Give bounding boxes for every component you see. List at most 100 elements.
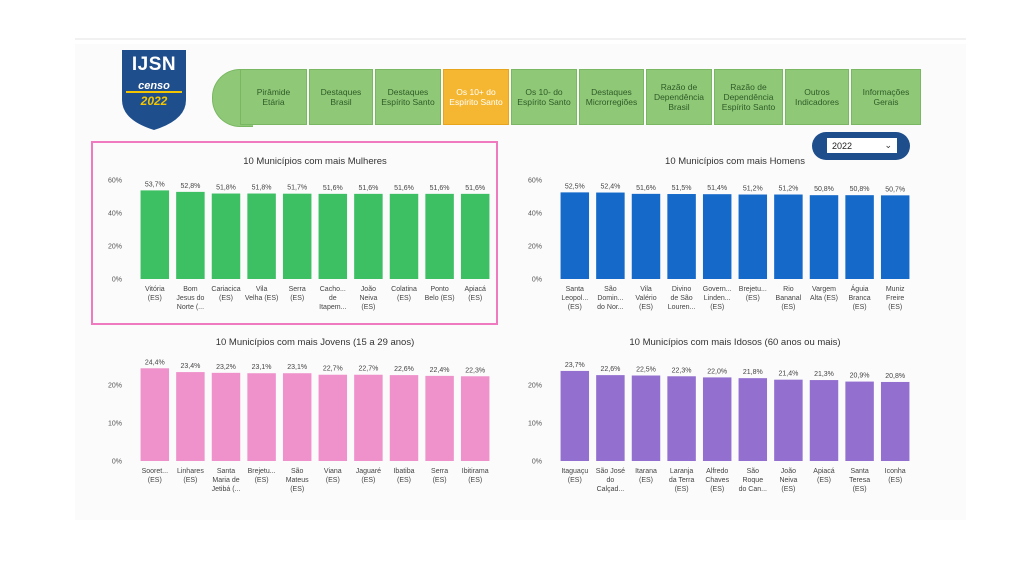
selected-chart-highlight xyxy=(91,141,498,325)
category-label-line: João xyxy=(781,468,796,475)
category-label-line: (ES) xyxy=(219,295,233,302)
bar xyxy=(176,191,205,279)
category-label-line: São xyxy=(291,468,304,475)
category-label: Brejetu... (ES) xyxy=(739,286,767,302)
nav-piramide-etaria[interactable]: Pirâmide Etária xyxy=(240,69,307,125)
nav-destaques-espirito-santo[interactable]: Destaques Espírito Santo xyxy=(375,69,441,125)
y-tick-label: 20% xyxy=(108,244,122,251)
y-tick-label: 0% xyxy=(532,459,542,466)
y-tick-label: 40% xyxy=(108,211,122,218)
category-label-line: (ES) xyxy=(468,295,482,302)
chart-mais-mulheres: 10 Municípios com mais Mulheres 0% 20% 40% 6… xyxy=(95,148,495,323)
category-label-line: Bom xyxy=(183,286,198,293)
category-label: Vila Valério (ES) xyxy=(635,286,656,311)
category-label: Laranja da Terra (ES) xyxy=(669,468,695,493)
chart-mais-homens: 10 Municípios com mais Homens 0% 20% 40% 60%… xyxy=(515,148,915,323)
category-label: João Neiva (ES) xyxy=(779,468,797,493)
category-label: Divino de São Louren... xyxy=(668,286,696,311)
data-label: 50,8% xyxy=(850,186,870,193)
nav-destaques-microrregioes[interactable]: Destaques Microrregiões xyxy=(579,69,644,125)
chart-title: 10 Municípios com mais Jovens (15 a 29 a… xyxy=(216,337,415,348)
category-label-line: Vargem xyxy=(812,286,836,293)
nav-outros-indicadores[interactable]: Outros Indicadores xyxy=(785,69,849,125)
category-label-line: Alfredo xyxy=(706,468,728,475)
category-label-line: Apiacá xyxy=(464,286,486,293)
category-label-line: Mateus xyxy=(286,477,309,484)
data-label: 23,2% xyxy=(216,364,236,371)
category-label-line: (ES) xyxy=(853,304,867,311)
data-label: 22,4% xyxy=(430,367,450,374)
category-label-line: Freire xyxy=(886,295,904,302)
logo-subtitle: censo xyxy=(138,80,170,92)
data-label: 24,4% xyxy=(145,359,165,366)
category-label-line: (ES) xyxy=(817,477,831,484)
logo-title: IJSN xyxy=(131,54,177,75)
category-label-line: (ES) xyxy=(148,477,162,484)
chevron-down-icon: ⌄ xyxy=(884,140,892,150)
bar xyxy=(318,193,348,279)
category-label: Apiacá (ES) xyxy=(464,286,486,302)
y-tick-label: 0% xyxy=(112,277,122,284)
category-label-line: (ES) xyxy=(397,295,411,302)
category-label: Santa Maria de Jetibá (... xyxy=(212,468,241,493)
category-label-line: Vila xyxy=(256,286,268,293)
category-label: Serra (ES) xyxy=(289,286,306,302)
bar xyxy=(354,374,383,461)
category-label-line: Belo (ES) xyxy=(425,295,455,302)
data-label: 22,6% xyxy=(600,366,620,373)
category-label-line: Roque xyxy=(742,477,763,484)
data-label: 22,5% xyxy=(636,367,656,374)
category-label: Govern... Linden... (ES) xyxy=(703,286,732,311)
category-label-line: (ES) xyxy=(888,304,902,311)
bar xyxy=(282,193,312,279)
category-label-line: (ES) xyxy=(361,304,375,311)
category-label-line: Santa xyxy=(850,468,868,475)
bar xyxy=(702,377,732,461)
category-label-line: Viana xyxy=(324,468,342,475)
data-label: 23,1% xyxy=(252,364,272,371)
nav-os-10-mais[interactable]: Os 10+ do Espírito Santo xyxy=(443,69,509,125)
year-dropdown[interactable]: 2022 ⌄ xyxy=(826,137,898,154)
category-label: Ponto Belo (ES) xyxy=(425,286,455,302)
y-tick-label: 10% xyxy=(108,421,122,428)
category-label: Cariacica (ES) xyxy=(211,286,240,302)
category-label: Itarana (ES) xyxy=(635,468,657,484)
category-label: Ibatiba (ES) xyxy=(393,468,414,484)
bar xyxy=(667,376,696,461)
nav-razao-dependencia-brasil[interactable]: Razão de Dependência Brasil xyxy=(646,69,712,125)
nav-os-10-menos[interactable]: Os 10- do Espírito Santo xyxy=(511,69,577,125)
category-label-line: do xyxy=(607,477,615,484)
chart-svg: 10 Municípios com mais Homens 0% 20% 40% 60%… xyxy=(528,156,910,311)
bar xyxy=(631,193,661,279)
y-tick-label: 40% xyxy=(528,211,542,218)
data-label: 51,7% xyxy=(287,185,307,192)
category-label-line: (ES) xyxy=(781,486,795,493)
category-label-line: Vila xyxy=(640,286,652,293)
category-label: São Domin... do Nor... xyxy=(597,286,624,311)
nav-destaques-brasil[interactable]: Destaques Brasil xyxy=(309,69,373,125)
category-label: Apiacá (ES) xyxy=(813,468,835,484)
bar xyxy=(176,372,205,461)
bar xyxy=(211,372,241,461)
category-label-line: do Nor... xyxy=(597,304,624,311)
category-label-line: Rio xyxy=(783,286,794,293)
category-label-line: (ES) xyxy=(568,477,582,484)
category-label-line: Louren... xyxy=(668,304,696,311)
category-label: Sooret... (ES) xyxy=(142,468,169,484)
category-label-line: Jesus do xyxy=(176,295,204,302)
nav-informacoes-gerais[interactable]: Informações Gerais xyxy=(851,69,921,125)
category-label: Jaguaré (ES) xyxy=(356,468,381,484)
category-label-line: (ES) xyxy=(639,477,653,484)
category-label-line: São xyxy=(604,286,617,293)
data-label: 52,8% xyxy=(180,183,200,190)
category-label-line: Apiacá xyxy=(813,468,835,475)
bar xyxy=(460,376,490,461)
ijsn-censo-logo: IJSN censo 2022 xyxy=(122,50,186,130)
bar xyxy=(880,381,910,461)
bar xyxy=(845,381,874,461)
category-label: Rio Bananal (ES) xyxy=(776,286,802,311)
y-tick-label: 20% xyxy=(108,383,122,390)
nav-razao-dependencia-es[interactable]: Razão de Dependência Espírito Santo xyxy=(714,69,783,125)
chart-svg: 10 Municípios com mais Jovens (15 a 29 a… xyxy=(108,337,490,493)
category-label-line: (ES) xyxy=(468,477,482,484)
